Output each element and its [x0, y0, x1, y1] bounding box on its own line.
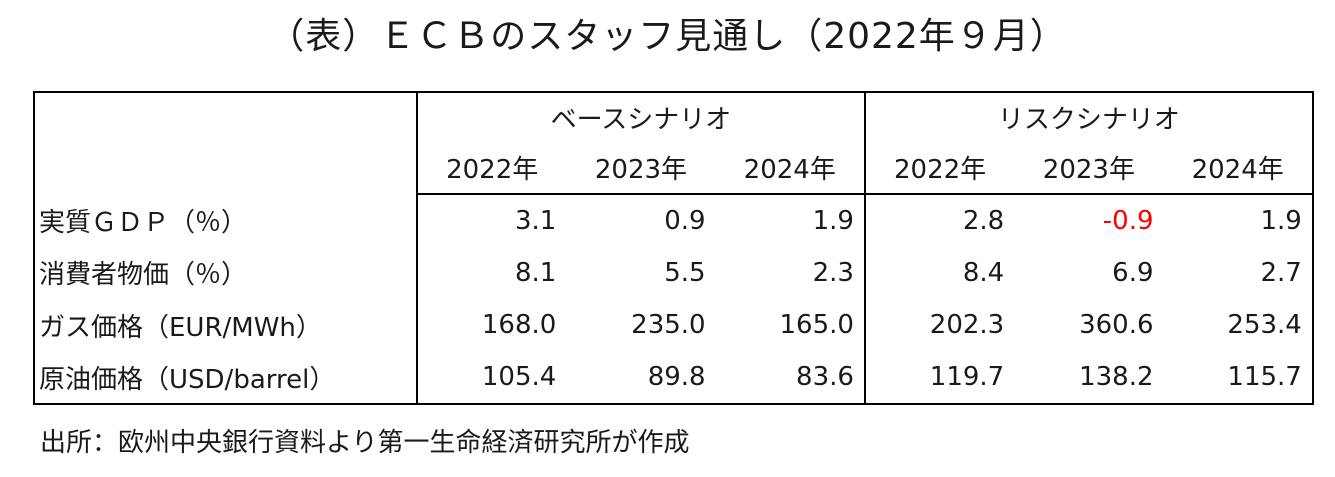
year-header-row: 2022年 2023年 2024年 2022年 2023年 2024年 [34, 141, 1314, 195]
row-label: 実質ＧＤＰ（％） [33, 193, 418, 247]
scenario-risk-header: リスクシナリオ [864, 90, 1314, 142]
table-cell: 8.1 [514, 257, 557, 288]
table-cell: 2.8 [962, 205, 1005, 236]
table-row: ガス価格（EUR/MWh） 168.0 235.0 165.0 202.3 360.6 25… [33, 298, 1314, 352]
table-row: 実質ＧＤＰ（％） 3.1 0.9 1.9 2.8 -0.9 1.9 [33, 193, 1314, 247]
scenario-header-row: ベースシナリオ リスクシナリオ [33, 90, 1314, 194]
year-header: 2022年 [417, 141, 567, 195]
table-cell: 202.3 [929, 310, 1005, 341]
table-cell: 1.9 [1163, 193, 1314, 247]
year-header: 2022年 [864, 141, 1015, 195]
source-note: 出所：欧州中央銀行資料より第一生命経済研究所が作成 [40, 428, 690, 458]
table-cell: 2.7 [1163, 246, 1314, 299]
table-cell: 3.1 [514, 205, 557, 236]
table-cell: 105.4 [417, 351, 567, 405]
table-cell: 5.5 [664, 257, 706, 288]
table-cell: 2.3 [715, 246, 866, 299]
table-cell: 1.9 [715, 193, 866, 247]
table-cell: 8.4 [962, 257, 1005, 288]
table-cell: 83.6 [715, 351, 866, 405]
year-header: 2023年 [566, 141, 716, 195]
table-cell: 235.0 [631, 310, 706, 341]
row-label: 消費者物価（％） [33, 246, 418, 299]
page-title: （表）ＥＣＢのスタッフ見通し（2022年９月） [268, 16, 1067, 57]
row-label: ガス価格（EUR/MWh） [33, 298, 418, 352]
table-cell: 253.4 [1163, 298, 1314, 352]
scenario-base-header: ベースシナリオ [417, 90, 866, 142]
table-cell: 168.0 [481, 310, 557, 341]
table-cell: 0.9 [664, 205, 706, 236]
table-cell: 89.8 [566, 351, 716, 405]
corner-cell [33, 91, 418, 194]
table-body: 実質ＧＤＰ（％） 3.1 0.9 1.9 2.8 -0.9 1.9 消費者物価（％） 8.1 5.… [33, 193, 1314, 405]
table-cell: 115.7 [1163, 351, 1314, 405]
table-cell: 6.9 [1112, 257, 1154, 288]
table-cell: 360.6 [1079, 310, 1154, 341]
table-cell: 119.7 [864, 351, 1015, 405]
year-header: 2024年 [1163, 141, 1314, 195]
table-row: 原油価格（USD/barrel） 105.4 89.8 83.6 119.7 138.2 1… [33, 351, 1314, 405]
year-header: 2024年 [715, 141, 866, 195]
table-cell: 138.2 [1014, 351, 1164, 405]
table-row: 消費者物価（％） 8.1 5.5 2.3 8.4 6.9 2.7 [33, 246, 1314, 299]
table-cell: 165.0 [715, 298, 866, 352]
year-header: 2023年 [1014, 141, 1164, 195]
row-label: 原油価格（USD/barrel） [33, 351, 418, 405]
forecast-table: ベースシナリオ リスクシナリオ 2022年 2023年 2024年 2022年 … [33, 90, 1314, 405]
table-cell: -0.9 [1102, 205, 1154, 236]
